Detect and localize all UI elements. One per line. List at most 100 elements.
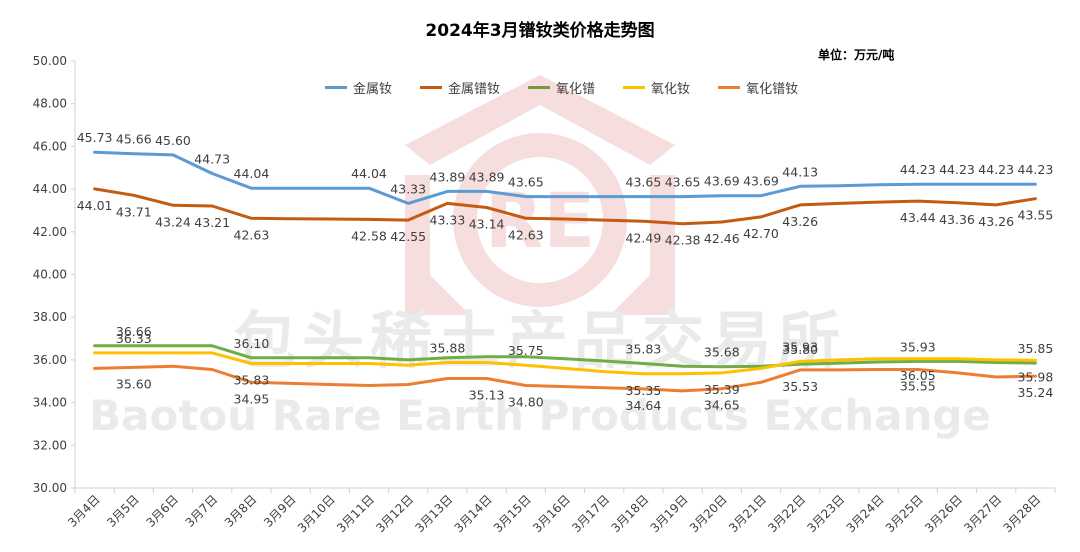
data-label: 43.33 — [390, 181, 426, 196]
data-label: 43.55 — [1018, 208, 1054, 223]
x-tick-label: 3月18日 — [608, 492, 651, 535]
data-label: 36.10 — [234, 336, 270, 351]
data-label: 43.89 — [430, 169, 466, 184]
data-label: 44.04 — [351, 166, 387, 181]
x-tick-label: 3月14日 — [452, 492, 495, 535]
data-label: 35.98 — [1018, 369, 1054, 384]
data-label: 43.89 — [469, 169, 505, 184]
data-label: 35.53 — [782, 379, 818, 394]
data-label: 35.75 — [508, 343, 544, 358]
data-label: 42.63 — [234, 227, 270, 242]
y-tick-label: 42.00 — [33, 225, 67, 239]
x-tick-label: 3月22日 — [765, 492, 808, 535]
data-label: 35.93 — [782, 339, 818, 354]
data-label: 44.73 — [194, 152, 230, 167]
data-label: 43.14 — [469, 216, 505, 231]
legend-swatch — [325, 86, 347, 89]
x-tick-label: 3月26日 — [922, 492, 965, 535]
data-label: 36.33 — [116, 331, 152, 346]
x-tick-label: 3月19日 — [648, 492, 691, 535]
data-label: 35.39 — [704, 382, 740, 397]
y-tick-label: 40.00 — [33, 268, 67, 282]
data-label: 43.33 — [430, 212, 466, 227]
x-tick-label: 3月24日 — [844, 492, 887, 535]
chart-title: 2024年3月镨钕类价格走势图 — [425, 21, 655, 41]
legend-item-metal-prnd: 金属镨钕 — [420, 78, 500, 97]
data-label: 44.04 — [234, 166, 270, 181]
legend-item-metal-nd: 金属钕 — [325, 78, 392, 97]
legend-swatch — [528, 86, 551, 89]
series-line — [93, 150, 1037, 205]
x-tick-label: 3月20日 — [687, 492, 730, 535]
data-label: 43.24 — [155, 214, 191, 229]
y-tick-label: 38.00 — [33, 310, 67, 324]
legend-swatch — [420, 86, 443, 89]
y-tick-label: 36.00 — [33, 353, 67, 367]
legend: 金属钕 金属镨钕 氧化镨 氧化钕 氧化镨钕 — [325, 78, 798, 97]
data-label: 35.24 — [1018, 385, 1054, 400]
legend-item-nd-oxide: 氧化钕 — [623, 78, 690, 97]
data-label: 44.23 — [939, 162, 975, 177]
data-label: 35.55 — [900, 379, 936, 394]
x-tick-label: 3月17日 — [569, 492, 612, 535]
data-label: 45.66 — [116, 132, 152, 147]
re-logo-icon: RE — [405, 75, 675, 315]
legend-label: 金属钕 — [353, 82, 393, 97]
x-tick-label: 3月21日 — [726, 492, 769, 535]
watermark-en: Baotou Rare Earth Products Exchange — [89, 391, 991, 440]
x-tick-label: 3月6日 — [143, 492, 181, 530]
data-label: 42.70 — [743, 226, 779, 241]
data-label: 43.65 — [508, 175, 544, 190]
y-tick-label: 34.00 — [33, 396, 67, 410]
series-line — [93, 344, 1037, 369]
data-label: 42.55 — [390, 229, 426, 244]
data-label: 43.69 — [704, 174, 740, 189]
data-label: 43.26 — [978, 214, 1014, 229]
data-label: 43.65 — [665, 175, 701, 190]
y-tick-label: 50.00 — [33, 54, 67, 68]
x-tick-label: 3月27日 — [961, 492, 1004, 535]
legend-label: 氧化钕 — [651, 82, 691, 97]
legend-item-pr-oxide: 氧化镨 — [528, 78, 595, 97]
data-label: 42.46 — [704, 231, 740, 246]
data-label: 35.60 — [116, 376, 152, 391]
data-label: 45.73 — [77, 130, 113, 145]
data-label: 43.21 — [194, 215, 230, 230]
series-line — [93, 351, 1037, 376]
x-tick-label: 3月16日 — [530, 492, 573, 535]
y-tick-label: 30.00 — [33, 481, 67, 495]
data-label: 44.01 — [77, 198, 113, 213]
x-tick-label: 3月8日 — [222, 492, 260, 530]
data-label: 36.05 — [900, 368, 936, 383]
data-label: 42.63 — [508, 227, 544, 242]
series-line — [93, 364, 1037, 393]
data-label: 35.88 — [430, 340, 466, 355]
data-label: 44.23 — [900, 162, 936, 177]
data-label: 45.60 — [155, 133, 191, 148]
y-tick-label: 44.00 — [33, 182, 67, 196]
data-label: 34.64 — [626, 398, 662, 413]
unit-label: 单位：万元/吨 — [818, 48, 895, 62]
x-tick-label: 3月5日 — [104, 492, 142, 530]
data-label: 43.69 — [743, 174, 779, 189]
x-tick-label: 3月15日 — [491, 492, 534, 535]
x-tick-label: 3月25日 — [883, 492, 926, 535]
data-label: 43.44 — [900, 210, 936, 225]
series-line — [93, 187, 1037, 226]
x-tick-label: 3月12日 — [373, 492, 416, 535]
data-label: 34.65 — [704, 398, 740, 413]
legend-label: 氧化镨 — [556, 82, 596, 97]
data-label: 43.71 — [116, 204, 152, 219]
data-label: 44.13 — [782, 164, 818, 179]
data-label: 35.68 — [704, 345, 740, 360]
y-tick-label: 48.00 — [33, 97, 67, 111]
data-label: 43.26 — [782, 214, 818, 229]
x-tick-label: 3月11日 — [334, 492, 377, 535]
data-label: 35.93 — [900, 339, 936, 354]
data-label: 35.83 — [234, 373, 270, 388]
legend-swatch — [718, 86, 741, 89]
data-label: 43.65 — [626, 175, 662, 190]
x-tick-label: 3月9日 — [261, 492, 299, 530]
